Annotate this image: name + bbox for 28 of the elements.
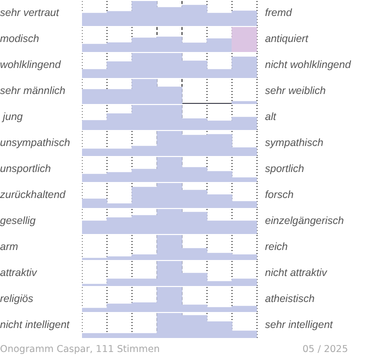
y2-axis-title: atheistisch bbox=[265, 292, 315, 307]
y2-axis-title: einzelgängerisch bbox=[265, 214, 344, 229]
y-axis-title: sehr männlich bbox=[0, 84, 66, 99]
y-axis-title: sehr vertraut bbox=[0, 6, 60, 21]
y-axis-title: nicht intelligent bbox=[0, 318, 71, 333]
y2-axis-title: sehr weiblich bbox=[265, 84, 326, 99]
y-axis-title: arm bbox=[0, 240, 20, 255]
y2-axis-title: nicht wohlklingend bbox=[265, 58, 351, 73]
y-axis-title: gesellig bbox=[0, 214, 37, 229]
text: Onogramm Caspar, 111 Stimmen bbox=[0, 344, 160, 355]
y2-axis-title: antiquiert bbox=[265, 32, 308, 47]
y-axis-title: jung bbox=[0, 110, 24, 125]
text: 05 / 2025 bbox=[302, 344, 348, 355]
y-axis-title: unsportlich bbox=[0, 162, 52, 177]
y2-axis-title: nicht attraktiv bbox=[265, 266, 327, 281]
y2-axis-title: fremd bbox=[265, 6, 292, 21]
y2-axis-title: sportlich bbox=[265, 162, 304, 177]
y2-axis-title: forsch bbox=[265, 188, 294, 203]
y2-axis-title: alt bbox=[265, 110, 276, 125]
y2-axis-title: sympathisch bbox=[265, 136, 324, 151]
y-axis-title: unsympathisch bbox=[0, 136, 72, 151]
y-axis-title: attraktiv bbox=[0, 266, 38, 281]
y-axis-title: religiös bbox=[0, 292, 34, 307]
y-axis-title: wohlklingend bbox=[0, 58, 62, 73]
y2-axis-title: sehr intelligent bbox=[265, 318, 333, 333]
y-axis-title: zurückhaltend bbox=[0, 188, 66, 203]
y2-axis-title: reich bbox=[265, 240, 288, 255]
y-axis-title: modisch bbox=[0, 32, 40, 47]
